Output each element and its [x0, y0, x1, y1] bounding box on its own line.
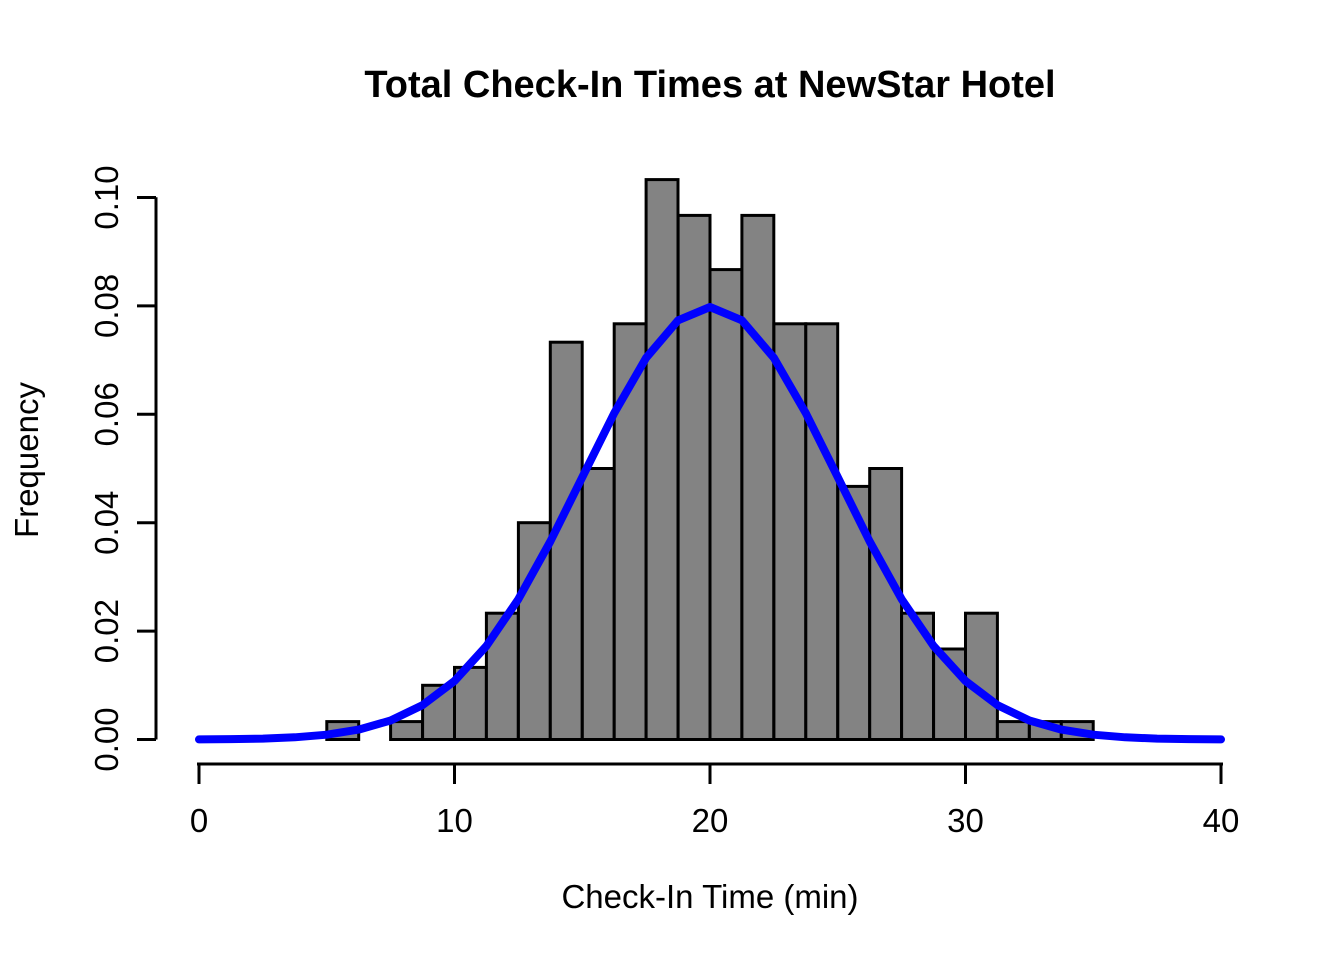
histogram-bar	[612, 322, 648, 741]
histogram-bar	[644, 178, 680, 742]
y-tick-label: 0.10	[88, 165, 125, 229]
y-tick-label: 0.06	[88, 382, 125, 446]
chart-title: Total Check-In Times at NewStar Hotel	[364, 64, 1055, 106]
density-curve	[195, 303, 1225, 744]
x-tick-label: 30	[947, 802, 984, 839]
histogram-bar	[868, 467, 904, 741]
x-tick-label: 20	[692, 802, 729, 839]
histogram-bar	[740, 213, 776, 741]
histogram-bar	[389, 720, 425, 741]
histogram-bars	[325, 178, 1095, 742]
y-tick-label: 0.02	[88, 599, 125, 663]
x-tick-label: 10	[436, 802, 473, 839]
histogram-bar	[580, 467, 616, 741]
x-axis-label: Check-In Time (min)	[561, 878, 858, 915]
histogram-bar	[548, 340, 584, 741]
histogram-bar	[676, 213, 712, 741]
histogram-bar	[804, 322, 840, 741]
y-tick-label: 0.08	[88, 274, 125, 338]
histogram-bar	[708, 268, 744, 741]
x-tick-label: 0	[190, 802, 208, 839]
y-tick-label: 0.00	[88, 707, 125, 771]
y-tick-label: 0.04	[88, 491, 125, 555]
y-axis-label: Frequency	[8, 382, 45, 538]
x-axis: 0 10 20 30 40	[190, 762, 1240, 839]
histogram-bar	[995, 720, 1031, 741]
y-axis: 0.00 0.02 0.04 0.06 0.08 0.10	[88, 165, 158, 772]
x-tick-label: 40	[1203, 802, 1240, 839]
normal-density-curve	[195, 303, 1225, 744]
histogram-bar	[964, 611, 999, 742]
